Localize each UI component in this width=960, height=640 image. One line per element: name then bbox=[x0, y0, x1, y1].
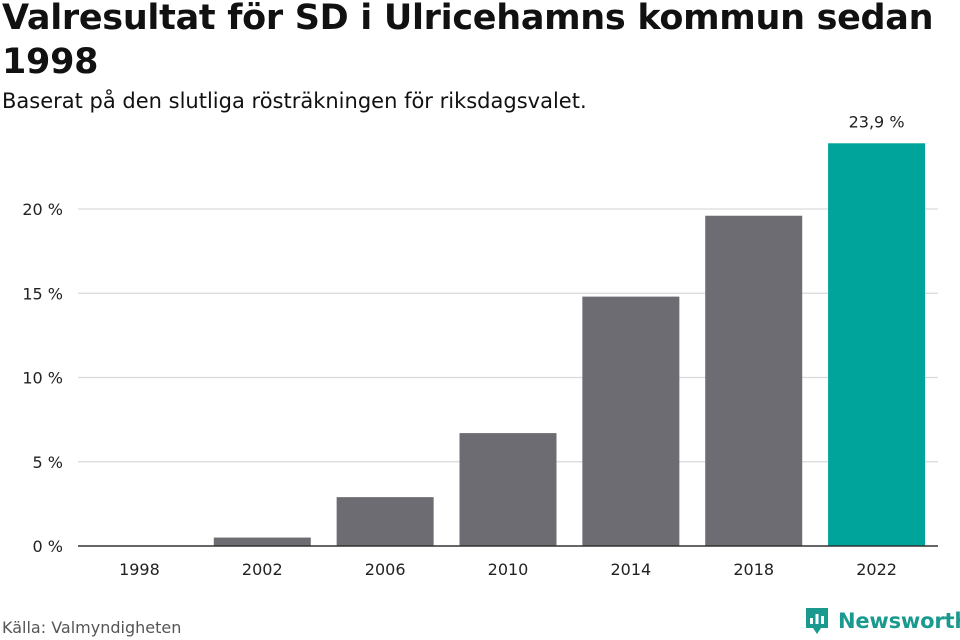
chart-title: Valresultat för SD i Ulricehamns kommun … bbox=[2, 0, 934, 82]
x-tick-label: 2002 bbox=[242, 560, 283, 579]
bar-chart: 0 % 5 % 10 % 15 % 20 % 23,9 % 1998 2002 2006 20… bbox=[22, 112, 938, 579]
bar-2018 bbox=[705, 215, 803, 547]
brand-name: Newsworthy bbox=[838, 609, 960, 633]
y-tick-label: 5 % bbox=[33, 453, 63, 472]
x-axis-ticks: 1998 2002 2006 2010 2014 2018 2022 bbox=[119, 560, 897, 579]
x-tick-label: 2022 bbox=[856, 560, 897, 579]
y-tick-label: 20 % bbox=[22, 200, 63, 219]
x-tick-label: 1998 bbox=[119, 560, 160, 579]
bar-2002 bbox=[213, 537, 311, 546]
y-tick-label: 0 % bbox=[33, 537, 63, 556]
x-tick-label: 2010 bbox=[488, 560, 529, 579]
newsworthy-logo-icon bbox=[806, 608, 828, 634]
y-axis-ticks: 0 % 5 % 10 % 15 % 20 % bbox=[22, 200, 63, 556]
bar-2014 bbox=[582, 296, 680, 546]
x-tick-label: 2006 bbox=[365, 560, 406, 579]
bar-2006 bbox=[336, 497, 434, 546]
y-tick-label: 15 % bbox=[22, 284, 63, 303]
bars bbox=[213, 143, 926, 547]
grid-lines bbox=[78, 208, 938, 463]
source-note: Källa: Valmyndigheten bbox=[2, 618, 182, 637]
x-tick-label: 2014 bbox=[610, 560, 651, 579]
data-label-2022: 23,9 % bbox=[849, 112, 905, 131]
bar-2010 bbox=[459, 433, 557, 546]
chart-subtitle: Baserat på den slutliga rösträkningen fö… bbox=[2, 89, 587, 113]
x-tick-label: 2018 bbox=[733, 560, 774, 579]
y-tick-label: 10 % bbox=[22, 369, 63, 388]
bar-2022 bbox=[828, 143, 926, 546]
brand-logo: Newsworthy bbox=[804, 606, 960, 636]
data-labels: 23,9 % bbox=[849, 112, 905, 131]
